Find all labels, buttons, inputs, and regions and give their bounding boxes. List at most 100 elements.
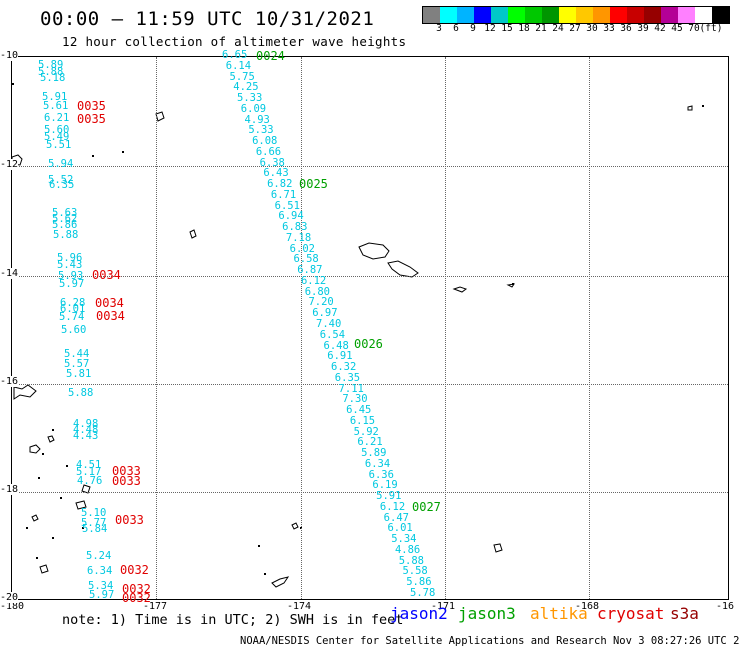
swh-value-jason3: 6.97 xyxy=(312,307,338,320)
map-frame xyxy=(11,56,729,600)
color-scale-label: 18 xyxy=(518,23,530,34)
pass-id-cryosat: 0033 xyxy=(115,513,144,527)
color-scale-label: 3 xyxy=(436,23,442,34)
swh-value-cryosat: 6.35 xyxy=(49,179,75,191)
pass-id-jason3: 0027 xyxy=(412,500,441,514)
lat-tick-label: -12 xyxy=(0,159,19,170)
lat-tick-label: -14 xyxy=(0,268,19,279)
swh-value-cryosat: 5.60 xyxy=(44,124,70,136)
swh-value-jason3: 5.33 xyxy=(248,124,274,137)
page-title: 00:00 — 11:59 UTC 10/31/2021 xyxy=(40,8,375,30)
color-scale-label: 9 xyxy=(470,23,476,34)
color-swatch xyxy=(712,7,729,23)
legend-cryosat: cryosat xyxy=(597,604,665,623)
pass-id-jason3: 0025 xyxy=(299,177,328,191)
color-swatch xyxy=(508,7,525,23)
pass-id-cryosat: 0032 xyxy=(122,591,151,605)
color-scale-bar xyxy=(422,6,730,24)
pass-id-cryosat: 0032 xyxy=(122,582,151,596)
swh-value-cryosat: 5.88 xyxy=(38,66,64,78)
swh-value-jason3: 7.30 xyxy=(342,393,368,406)
swh-value-jason3: 6.47 xyxy=(383,511,409,524)
swh-value-jason3: 7.40 xyxy=(316,318,342,330)
island-east xyxy=(506,283,516,288)
lat-tick-label: -16 xyxy=(0,376,19,387)
color-swatch xyxy=(678,7,695,23)
color-scale-label: 27 xyxy=(569,23,581,34)
swh-value-jason3: 6.36 xyxy=(368,468,394,481)
color-scale-label: 12 xyxy=(484,23,496,34)
swh-value-cryosat: 5.84 xyxy=(82,523,108,535)
color-swatch xyxy=(440,7,457,23)
swh-value-jason3: 5.34 xyxy=(391,533,417,546)
island-savaii xyxy=(387,260,419,278)
color-scale-label: (ft) xyxy=(699,23,723,34)
swh-value-jason3: 4.86 xyxy=(394,543,421,556)
pass-id-jason3: 0024 xyxy=(256,49,285,63)
island-tutuila xyxy=(452,286,468,293)
color-swatch xyxy=(491,7,508,23)
swh-value-jason3: 6.12 xyxy=(379,500,406,513)
lon-tick-label: -171 xyxy=(431,601,456,612)
swh-value-cryosat: 5.81 xyxy=(66,368,92,380)
swh-value-cryosat: 5.74 xyxy=(59,311,85,323)
swh-value-cryosat: 4.48 xyxy=(73,424,99,436)
color-swatch xyxy=(644,7,661,23)
color-scale-label: 42 xyxy=(654,23,666,34)
swh-value-jason3: 6.14 xyxy=(225,59,252,72)
lon-tick-label: -174 xyxy=(287,601,312,612)
legend-altika: altika xyxy=(530,604,588,623)
legend-s3a: s3a xyxy=(670,604,699,623)
swh-value-cryosat: 5.91 xyxy=(42,91,68,103)
color-scale-label: 30 xyxy=(586,23,598,34)
color-swatch xyxy=(525,7,542,23)
swh-value-jason3: 7.20 xyxy=(308,296,334,309)
swh-value-jason3: 6.09 xyxy=(240,102,267,115)
lon-tick-label: -177 xyxy=(143,601,168,612)
legend-jason2: jason2 xyxy=(390,604,448,623)
swh-value-jason3: 6.54 xyxy=(319,328,346,341)
color-swatch xyxy=(593,7,610,23)
color-swatch xyxy=(576,7,593,23)
pass-id-jason3: 0026 xyxy=(354,337,383,351)
lon-tick-label: -16 xyxy=(716,601,735,612)
pass-id-cryosat: 0034 xyxy=(95,296,124,310)
swh-value-jason3: 6.51 xyxy=(274,199,300,212)
color-swatch xyxy=(457,7,474,23)
swh-value-cryosat: 5.96 xyxy=(57,252,83,264)
swh-value-cryosat: 5.61 xyxy=(43,100,69,112)
swh-value-jason3: 6.91 xyxy=(327,350,353,363)
swh-value-jason3: 6.34 xyxy=(364,457,391,470)
swh-value-cryosat: 5.34 xyxy=(88,580,114,592)
swh-value-jason3: 5.91 xyxy=(376,490,402,503)
color-scale-label: 6 xyxy=(453,23,459,34)
swh-value-cryosat: 6.28 xyxy=(60,297,86,309)
swh-value-jason3: 4.93 xyxy=(244,113,270,126)
color-scale-label: 21 xyxy=(535,23,547,34)
color-scale-label: 15 xyxy=(501,23,513,34)
grid-line-horizontal xyxy=(12,492,728,493)
swh-value-jason3: 6.19 xyxy=(372,479,398,492)
color-scale-label: 36 xyxy=(620,23,632,34)
color-swatch xyxy=(559,7,576,23)
swh-value-cryosat: 5.43 xyxy=(57,259,83,271)
swh-value-cryosat: 5.60 xyxy=(61,324,87,336)
pass-id-cryosat: 0032 xyxy=(120,563,149,577)
swh-value-cryosat: 4.43 xyxy=(73,430,99,442)
swh-value-cryosat: 5.52 xyxy=(48,174,74,186)
swh-value-jason3: 6.66 xyxy=(255,145,282,158)
page-subtitle: 12 hour collection of altimeter wave hei… xyxy=(62,34,407,49)
grid-line-horizontal xyxy=(12,384,728,385)
footnote: note: 1) Time is in UTC; 2) SWH is in fe… xyxy=(62,612,404,628)
swh-value-cryosat: 5.17 xyxy=(76,466,102,478)
grid-line-vertical xyxy=(156,57,157,599)
swh-value-cryosat: 5.62 xyxy=(52,213,78,225)
color-scale-label: 24 xyxy=(552,23,564,34)
swh-value-jason3: 6.82 xyxy=(267,178,293,191)
lat-tick-label: -18 xyxy=(0,484,19,495)
swh-value-cryosat: 5.49 xyxy=(44,131,70,143)
color-swatch xyxy=(661,7,678,23)
swh-value-cryosat: 5.44 xyxy=(64,348,90,360)
swh-value-jason3: 6.32 xyxy=(331,361,357,374)
color-swatch xyxy=(474,7,491,23)
